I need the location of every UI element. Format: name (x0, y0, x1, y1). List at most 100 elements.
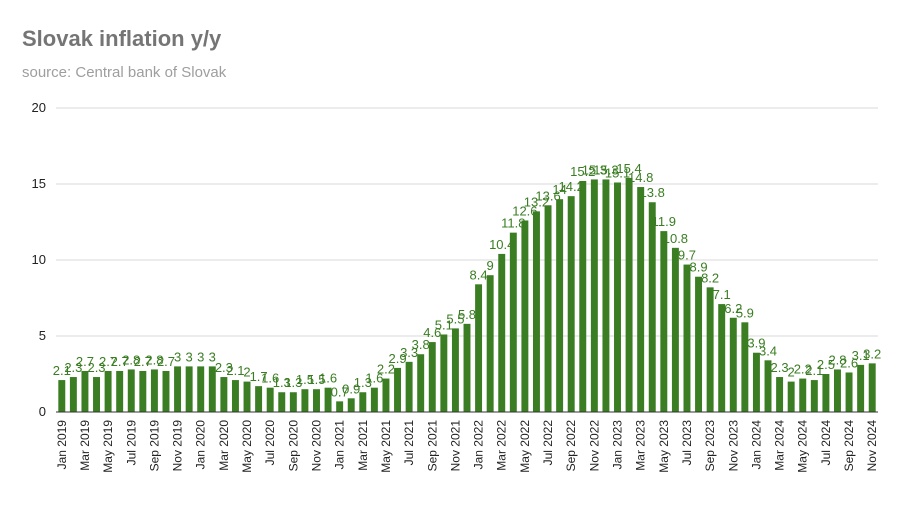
bar (127, 369, 135, 412)
bar (648, 202, 656, 412)
data-label: 1.5 (296, 372, 314, 387)
x-tick-label: May 2020 (240, 420, 254, 473)
data-label: 2.6 (840, 355, 858, 370)
data-label: 14 (552, 182, 566, 197)
bar (93, 377, 100, 412)
bar (463, 323, 471, 412)
bar (729, 317, 737, 412)
bar (347, 398, 355, 412)
bar (255, 386, 263, 412)
x-tick-label: Nov 2020 (309, 420, 323, 472)
bar (58, 380, 66, 412)
x-tick-label: Mar 2023 (634, 420, 648, 471)
bar (521, 220, 529, 412)
data-label: 10.4 (489, 237, 514, 252)
bar (324, 387, 332, 412)
x-tick-label: Mar 2019 (78, 420, 92, 471)
data-labels: 2.12.32.72.32.72.72.82.72.82.73 3 3 32.32.1… (53, 161, 882, 399)
bar (810, 380, 818, 412)
bar (579, 180, 587, 412)
data-label: 3.8 (412, 337, 430, 352)
bar (718, 304, 726, 412)
data-label: 2.3 (87, 360, 105, 375)
bar (752, 352, 760, 412)
chart-title: Slovak inflation y/y (22, 26, 222, 51)
x-tick-label: May 2023 (657, 420, 671, 473)
x-tick-label: Jul 2019 (124, 420, 138, 466)
data-label: 0.7 (331, 384, 349, 399)
x-tick-label: Jan 2022 (472, 420, 486, 470)
x-tick-label: Jan 2019 (55, 420, 69, 470)
data-label: 1.6 (319, 371, 337, 386)
bar (243, 381, 251, 412)
bar (799, 378, 807, 412)
bar (637, 187, 645, 412)
data-label: 1.6 (365, 371, 383, 386)
bar (336, 401, 344, 412)
x-tick-label: Nov 2019 (171, 420, 185, 472)
data-label: 8.9 (690, 260, 708, 275)
bar (451, 328, 459, 412)
bar (150, 369, 158, 412)
bar (857, 364, 865, 412)
x-tick-label: May 2022 (518, 420, 532, 473)
bar (428, 342, 436, 412)
x-tick-label: Mar 2022 (495, 420, 509, 471)
data-label: 10.8 (663, 231, 688, 246)
data-label: 13.2 (524, 194, 549, 209)
data-label: 3 (209, 349, 216, 364)
data-label: 1.7 (250, 369, 268, 384)
data-label: 2.2 (377, 362, 395, 377)
data-label: 12.6 (512, 203, 537, 218)
grid-lines (56, 107, 878, 337)
data-label: 2.8 (122, 352, 140, 367)
x-tick-label: Nov 2024 (865, 420, 879, 472)
bar (81, 370, 89, 412)
data-label: 1.3 (284, 375, 302, 390)
bar (301, 389, 309, 412)
data-label: 8.2 (701, 270, 719, 285)
data-label: 15.2 (570, 164, 595, 179)
bar (532, 211, 540, 412)
bar (822, 374, 830, 412)
data-label: 9.7 (678, 248, 696, 263)
bar (868, 363, 876, 412)
data-label: 3.3 (400, 345, 418, 360)
data-label: 7.1 (713, 287, 731, 302)
data-label: 13.6 (535, 188, 560, 203)
x-tick-label: Jan 2021 (333, 420, 347, 470)
x-tick-label: Sep 2024 (842, 420, 856, 472)
data-label: 15.4 (616, 161, 641, 176)
data-label: 15.3 (582, 162, 607, 177)
x-tick-label: Jan 2020 (194, 420, 208, 470)
data-label: 1.6 (261, 371, 279, 386)
bar (695, 276, 703, 412)
data-label: 5.9 (736, 305, 754, 320)
data-label: 11.8 (501, 216, 525, 231)
bar (174, 366, 182, 412)
x-tick-label: May 2024 (796, 420, 810, 473)
bar (706, 287, 714, 412)
data-label: 3.4 (759, 343, 777, 358)
chart-subtitle: source: Central bank of Slovak (22, 64, 227, 81)
x-tick-label: Nov 2023 (726, 420, 740, 472)
bar (498, 253, 506, 412)
data-label: 2.8 (828, 352, 846, 367)
bar (683, 264, 691, 412)
data-label: 8.4 (470, 267, 488, 282)
x-tick-label: May 2019 (101, 420, 115, 473)
bar (289, 392, 297, 412)
data-label: 2.7 (134, 354, 152, 369)
data-label: 9 (487, 258, 494, 273)
x-tick-label: Jul 2022 (541, 420, 555, 466)
x-tick-label: Nov 2022 (587, 420, 601, 472)
y-tick-label: 20 (32, 100, 46, 115)
bar (509, 232, 517, 412)
bar (625, 177, 633, 412)
bar (417, 354, 425, 412)
bar (313, 389, 320, 412)
data-label: 15.1 (605, 165, 630, 180)
data-label: 11.9 (652, 214, 676, 229)
x-axis-ticks: Jan 2019 Mar 2019 May 2019 Jul 2019 Sep 2019… (55, 420, 879, 473)
data-label: 2.2 (794, 362, 812, 377)
